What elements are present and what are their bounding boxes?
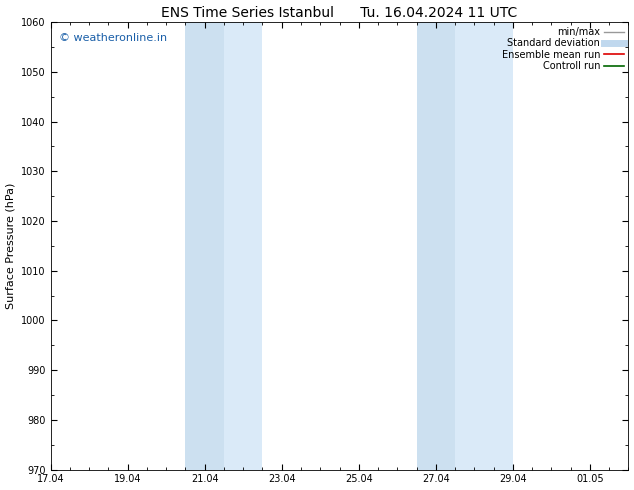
Legend: min/max, Standard deviation, Ensemble mean run, Controll run: min/max, Standard deviation, Ensemble me…	[501, 27, 624, 72]
Bar	[417, 22, 455, 469]
Y-axis label: Surface Pressure (hPa): Surface Pressure (hPa)	[6, 183, 16, 309]
Bar	[185, 22, 224, 469]
Bar	[224, 22, 262, 469]
Bar	[455, 22, 513, 469]
Text: © weatheronline.in: © weatheronline.in	[59, 33, 167, 43]
Title: ENS Time Series Istanbul      Tu. 16.04.2024 11 UTC: ENS Time Series Istanbul Tu. 16.04.2024 …	[162, 5, 517, 20]
